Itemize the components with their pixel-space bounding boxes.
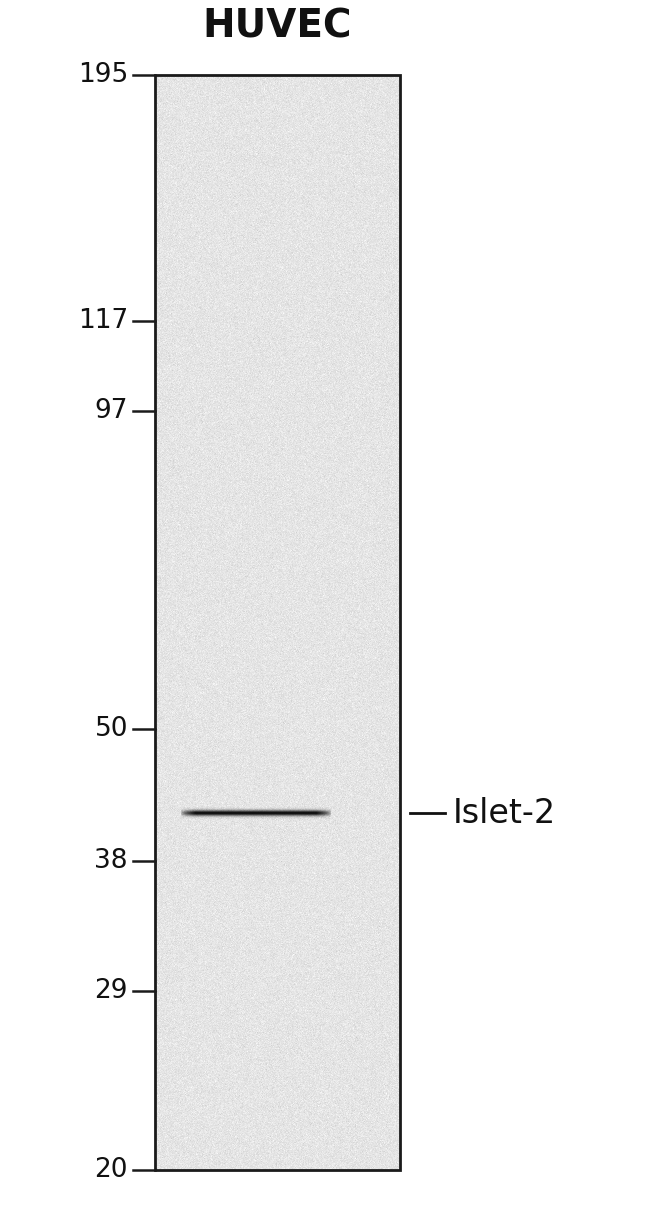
Text: 20: 20	[94, 1157, 128, 1182]
Text: 50: 50	[94, 717, 128, 742]
Text: 97: 97	[94, 397, 128, 424]
Text: HUVEC: HUVEC	[203, 7, 352, 45]
Bar	[155, 76, 400, 1170]
Text: 29: 29	[94, 979, 128, 1004]
Text: 38: 38	[94, 848, 128, 874]
Text: Islet-2: Islet-2	[453, 797, 556, 830]
Text: 195: 195	[78, 62, 128, 88]
Text: 117: 117	[78, 307, 128, 334]
